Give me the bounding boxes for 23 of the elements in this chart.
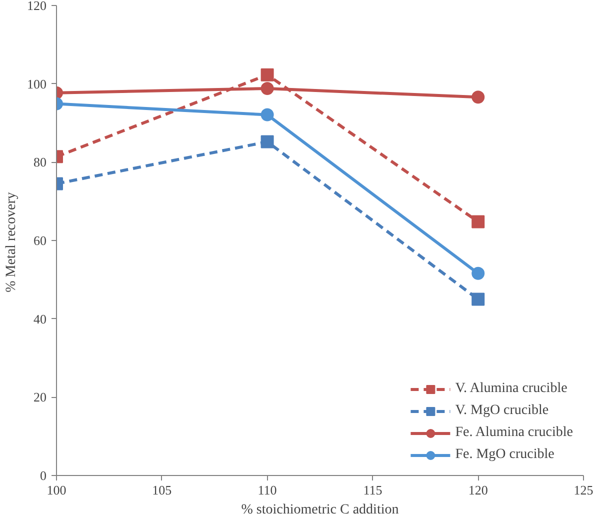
y-axis-title: % Metal recovery (4, 192, 19, 292)
y-tick-label: 20 (34, 390, 46, 405)
legend-label: Fe. MgO crucible (455, 447, 554, 463)
y-tick-label: 0 (40, 468, 46, 483)
point (472, 292, 485, 306)
legend-label: Fe. Alumina crucible (455, 425, 573, 441)
x-tick-label: 120 (468, 482, 488, 498)
x-tick-label: 105 (152, 482, 172, 498)
y-tick-label: 120 (27, 0, 46, 13)
x-tick-label: 125 (574, 482, 594, 498)
x-axis-title: % stoichiometric C addition (241, 502, 399, 518)
point (472, 266, 485, 280)
point (472, 90, 485, 104)
x-tick-label: 115 (363, 482, 382, 498)
y-tick-label: 80 (34, 154, 46, 170)
x-tick-label: 110 (258, 482, 277, 498)
point (472, 215, 485, 228)
y-tick-label: 40 (34, 311, 46, 326)
legend-label: V. Alumina crucible (455, 381, 568, 397)
legend-label: V. MgO crucible (455, 403, 549, 419)
y-tick-label: 100 (27, 76, 46, 92)
x-tick-label: 100 (46, 482, 66, 498)
y-tick-label: 60 (34, 233, 46, 248)
